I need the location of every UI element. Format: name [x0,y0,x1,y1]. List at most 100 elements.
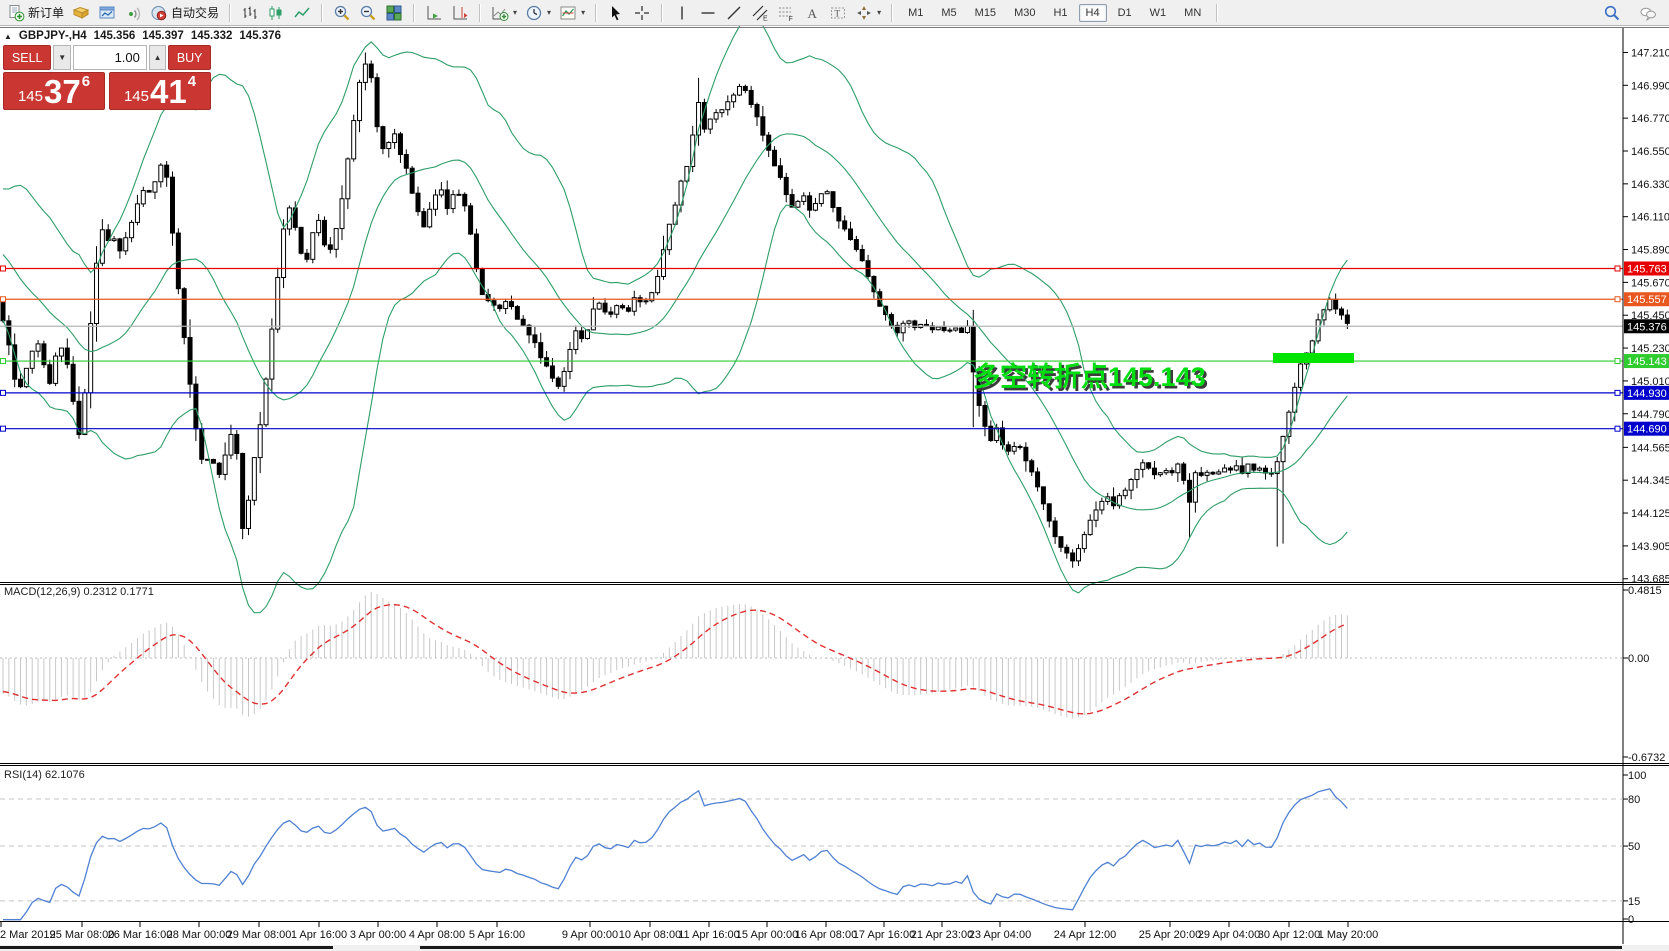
bollinger-bands [2,16,1348,614]
timeframe-m1-button[interactable]: M1 [908,6,924,19]
auto-scroll-button[interactable] [421,2,447,24]
current-price-line: 145.376 [0,319,1669,334]
templates-button[interactable]: ▾ [555,2,589,24]
horizontal-scrollbar[interactable] [0,946,1622,949]
chart-shift-button[interactable] [447,2,473,24]
timeframe-m15-button[interactable]: M15 [974,6,997,19]
svg-text:4 Apr 08:00: 4 Apr 08:00 [409,929,465,941]
price-axis[interactable]: 147.210 146.990 146.770 146.550 146.330 146.1… [1622,27,1669,944]
svg-text:0: 0 [1628,914,1634,926]
toolbar-separator [661,3,664,22]
toolbar-separator [479,3,482,22]
templates-dropdown-icon[interactable]: ▾ [581,8,586,17]
cursor-icon [612,5,621,20]
vertical-line-tool-button[interactable] [669,2,695,24]
timeframe-w1-button[interactable]: W1 [1149,6,1167,19]
buy-button[interactable]: BUY [168,45,211,70]
svg-text:28 Mar 00:00: 28 Mar 00:00 [167,929,232,941]
new-order-icon [9,4,25,21]
volume-input[interactable] [72,45,147,70]
arrows-tool-dropdown-icon[interactable]: ▾ [877,8,882,17]
trendline-tool-button[interactable] [721,2,747,24]
open-chart-button[interactable] [94,2,120,24]
label-icon: T [831,7,846,18]
zoom-out-icon [360,5,376,20]
svg-text:145.450: 145.450 [1631,310,1669,322]
svg-text:144.345: 144.345 [1631,475,1669,487]
panel-frames [0,27,1669,922]
collapse-panel-icon[interactable]: ▲ [4,31,12,41]
buy-price[interactable]: 145 41 4 [109,72,211,110]
tile-icon [386,5,402,20]
timeframe-m5-button[interactable]: M5 [941,6,957,19]
svg-text:17 Apr 16:00: 17 Apr 16:00 [853,929,915,941]
bar-chart-mode-button[interactable] [237,2,263,24]
svg-text:21 Apr 23:00: 21 Apr 23:00 [911,929,973,941]
line-chart-mode-button[interactable] [289,2,315,24]
timeframe-mn-button[interactable]: MN [1184,6,1202,19]
toolbar: 新订单 自动交易 ▾ ▾ ▾ E F A T ▾ M1 M5 M15 M30 H1 H4 D1 W1 MN [0,0,1669,26]
periods-icon [526,5,542,20]
svg-text:145.763: 145.763 [1627,263,1667,275]
toolbar-separator [1216,3,1219,22]
svg-text:144.790: 144.790 [1631,409,1669,421]
svg-text:0.4815: 0.4815 [1628,585,1662,597]
text-tool-button[interactable]: A [799,2,825,24]
text-label-tool-button[interactable]: T [825,2,851,24]
buy-price-prefix: 145 [123,88,149,105]
timeframe-h4-button[interactable]: H4 [1078,3,1107,22]
price-tag-145.557 [1624,292,1669,307]
chat-button[interactable] [1635,2,1661,24]
shift-icon [453,5,468,19]
svg-text:E: E [763,15,768,22]
crosshair-tool-button[interactable] [629,2,655,24]
indicators-button[interactable]: ▾ [487,2,521,24]
rsi-panel: 100 80 50 15 0 RSI(14) 62.1076 [0,769,1646,926]
new-order-button[interactable]: 新订单 [3,2,68,24]
periods-dropdown-icon[interactable]: ▾ [547,8,552,17]
symbol-info-line: ▲ GBPJPY-,H4 145.356 145.397 145.332 145… [4,30,281,42]
arrows-tool-button[interactable]: ▾ [851,2,885,24]
horizontal-line-tool-button[interactable] [695,2,721,24]
svg-text:16 Apr 08:00: 16 Apr 08:00 [795,929,857,941]
volume-decrease-button[interactable]: ▼ [53,45,71,70]
auto-trading-button[interactable]: 自动交易 [146,2,223,24]
fibonacci-tool-button[interactable]: F [773,2,799,24]
svg-text:10 Apr 08:00: 10 Apr 08:00 [619,929,681,941]
sell-price[interactable]: 145 37 6 [3,72,105,110]
macd-panel: 0.4815 0.00 -0.6732 MACD(12,26,9) 0.2312 0.… [0,585,1665,764]
timeframe-h1-button[interactable]: H1 [1053,6,1068,19]
zoom-out-button[interactable] [355,2,381,24]
support-highlight-bar[interactable] [1273,353,1354,363]
candles-icon [269,5,282,20]
search-button[interactable] [1599,2,1625,24]
horizontal-lines[interactable]: 145.763 145.557 145.143 144.930 144.690 [0,261,1669,436]
candlestick-mode-button[interactable] [263,2,289,24]
svg-text:多空转折点145.143: 多空转折点145.143 [976,364,1209,395]
cursor-tool-button[interactable] [603,2,629,24]
profiles-button[interactable] [68,2,94,24]
text-icon: A [808,6,818,21]
periods-button[interactable]: ▾ [521,2,555,24]
indicators-dropdown-icon[interactable]: ▾ [513,8,518,17]
svg-text:5 Apr 16:00: 5 Apr 16:00 [469,929,525,941]
svg-text:9 Apr 00:00: 9 Apr 00:00 [562,929,618,941]
new-order-label: 新订单 [28,6,65,20]
search-icon [1604,5,1620,20]
timeframe-d1-button[interactable]: D1 [1117,6,1132,19]
volume-increase-button[interactable]: ▲ [148,45,167,70]
svg-text:146.990: 146.990 [1631,80,1669,92]
sell-price-sup: 6 [81,73,91,90]
equidistant-channel-tool-button[interactable]: E [747,2,773,24]
signals-button[interactable] [120,2,146,24]
svg-text:146.110: 146.110 [1631,212,1669,224]
sell-button[interactable]: SELL [3,45,52,70]
bars-icon [243,6,257,19]
zoom-in-button[interactable] [329,2,355,24]
timeframe-m30-button[interactable]: M30 [1014,6,1036,19]
tile-windows-button[interactable] [381,2,407,24]
